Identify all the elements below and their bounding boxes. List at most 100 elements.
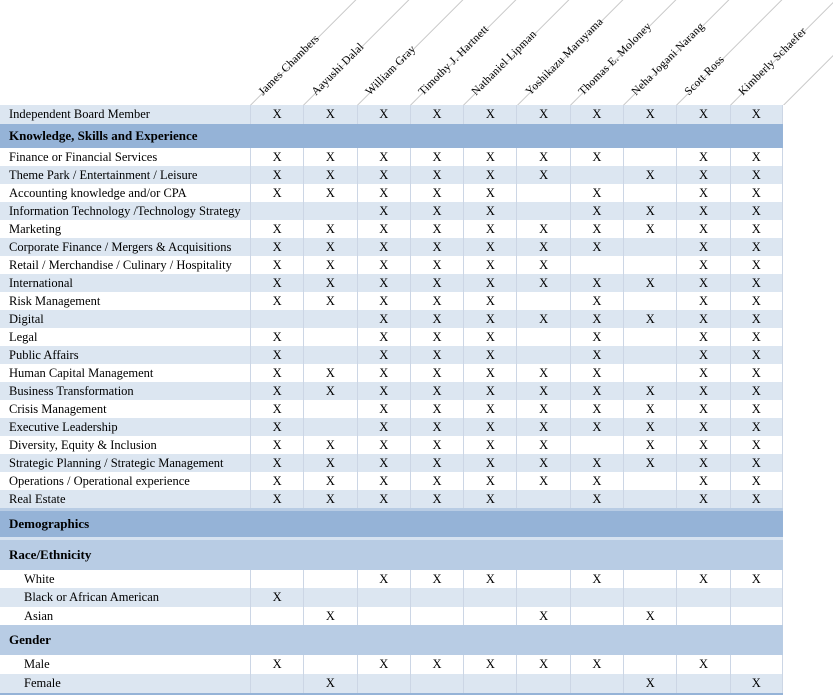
row-label: Black or African American bbox=[24, 590, 160, 604]
matrix-cell: X bbox=[303, 490, 356, 508]
matrix-cell bbox=[569, 607, 623, 625]
matrix-cell: X bbox=[303, 436, 356, 454]
matrix-cell: X bbox=[409, 570, 463, 588]
matrix-cell: X bbox=[250, 436, 303, 454]
table-row: Independent Board Member X X X X X X X X X X bbox=[0, 105, 783, 124]
matrix-cell: X bbox=[250, 418, 303, 436]
matrix-cell: X bbox=[409, 166, 463, 184]
matrix-cell: X bbox=[569, 202, 623, 220]
matrix-cell: X bbox=[250, 148, 303, 166]
matrix-cell: X bbox=[569, 274, 623, 292]
row-label: Operations / Operational experience bbox=[9, 474, 190, 488]
row-label: Accounting knowledge and/or CPA bbox=[9, 186, 187, 200]
matrix-cell: X bbox=[356, 292, 410, 310]
matrix-cell: X bbox=[409, 238, 463, 256]
table-row: Finance or Financial Services X X X X X X X X X bbox=[0, 148, 783, 166]
matrix-cell: X bbox=[303, 256, 356, 274]
matrix-cell: X bbox=[676, 436, 729, 454]
table-row: Race/Ethnicity bbox=[0, 540, 783, 570]
matrix-cell bbox=[623, 184, 676, 202]
matrix-cell: X bbox=[303, 166, 356, 184]
matrix-cell: X bbox=[356, 436, 410, 454]
matrix-cell bbox=[676, 607, 729, 625]
matrix-cell bbox=[569, 436, 623, 454]
matrix-cell: X bbox=[356, 364, 410, 382]
row-label: Theme Park / Entertainment / Leisure bbox=[9, 168, 198, 182]
matrix-cell: X bbox=[463, 220, 516, 238]
matrix-cell: X bbox=[356, 166, 410, 184]
matrix-cell: X bbox=[303, 607, 356, 625]
matrix-cell: X bbox=[409, 436, 463, 454]
matrix-cell: X bbox=[250, 655, 303, 674]
table-row: Diversity, Equity & Inclusion X X X X X X X X X bbox=[0, 436, 783, 454]
matrix-cell: X bbox=[676, 148, 729, 166]
matrix-cell: X bbox=[623, 400, 676, 418]
matrix-cell: X bbox=[463, 570, 516, 588]
table-row: Knowledge, Skills and Experience bbox=[0, 124, 783, 148]
matrix-cell: X bbox=[516, 454, 569, 472]
row-label: International bbox=[9, 276, 73, 290]
matrix-cell: X bbox=[516, 655, 569, 674]
matrix-cell: X bbox=[303, 674, 356, 693]
matrix-cell: X bbox=[569, 472, 623, 490]
matrix-cell: X bbox=[463, 436, 516, 454]
matrix-cell: X bbox=[250, 364, 303, 382]
row-label: Human Capital Management bbox=[9, 366, 154, 380]
matrix-cell: X bbox=[356, 472, 410, 490]
matrix-cell bbox=[303, 310, 356, 328]
matrix-cell: X bbox=[623, 166, 676, 184]
matrix-cell: X bbox=[409, 364, 463, 382]
matrix-cell: X bbox=[250, 490, 303, 508]
matrix-cell: X bbox=[250, 292, 303, 310]
matrix-cell: X bbox=[729, 274, 783, 292]
matrix-cell bbox=[356, 607, 410, 625]
matrix-cell: X bbox=[729, 346, 783, 364]
matrix-cell: X bbox=[569, 364, 623, 382]
matrix-cell: X bbox=[516, 418, 569, 436]
matrix-cell: X bbox=[303, 292, 356, 310]
matrix-cell: X bbox=[409, 148, 463, 166]
matrix-cell: X bbox=[303, 148, 356, 166]
row-label: Crisis Management bbox=[9, 402, 107, 416]
matrix-cell: X bbox=[250, 274, 303, 292]
matrix-cell: X bbox=[516, 166, 569, 184]
matrix-cell bbox=[569, 588, 623, 607]
row-label: Digital bbox=[9, 312, 44, 326]
table-row: International X X X X X X X X X X bbox=[0, 274, 783, 292]
matrix-cell: X bbox=[409, 382, 463, 400]
table-row: Human Capital Management X X X X X X X X X bbox=[0, 364, 783, 382]
matrix-cell bbox=[623, 256, 676, 274]
matrix-cell: X bbox=[623, 418, 676, 436]
matrix-cell: X bbox=[729, 328, 783, 346]
row-label: Diversity, Equity & Inclusion bbox=[9, 438, 157, 452]
matrix-cell bbox=[623, 238, 676, 256]
matrix-cell bbox=[729, 607, 783, 625]
matrix-cell: X bbox=[516, 607, 569, 625]
matrix-cell: X bbox=[250, 238, 303, 256]
matrix-cell bbox=[303, 328, 356, 346]
table-row: Gender bbox=[0, 625, 783, 655]
matrix-cell bbox=[623, 588, 676, 607]
matrix-cell: X bbox=[303, 364, 356, 382]
table-row: Crisis Management X X X X X X X X X bbox=[0, 400, 783, 418]
matrix-cell: X bbox=[729, 382, 783, 400]
table-row: Legal X X X X X X X bbox=[0, 328, 783, 346]
matrix-cell: X bbox=[676, 472, 729, 490]
table-row: Female X X X bbox=[0, 674, 783, 693]
table-row: Public Affairs X X X X X X X bbox=[0, 346, 783, 364]
matrix-cell: X bbox=[569, 310, 623, 328]
matrix-cell: X bbox=[569, 184, 623, 202]
matrix-cell: X bbox=[516, 238, 569, 256]
matrix-cell: X bbox=[676, 238, 729, 256]
matrix-cell bbox=[729, 655, 783, 674]
table-row: Risk Management X X X X X X X X bbox=[0, 292, 783, 310]
row-label: Independent Board Member bbox=[9, 107, 150, 121]
matrix-cell bbox=[250, 674, 303, 693]
matrix-cell bbox=[623, 570, 676, 588]
matrix-cell bbox=[303, 400, 356, 418]
matrix-cell: X bbox=[409, 418, 463, 436]
row-label: Risk Management bbox=[9, 294, 101, 308]
matrix-cell bbox=[676, 588, 729, 607]
row-label: Real Estate bbox=[9, 492, 66, 506]
